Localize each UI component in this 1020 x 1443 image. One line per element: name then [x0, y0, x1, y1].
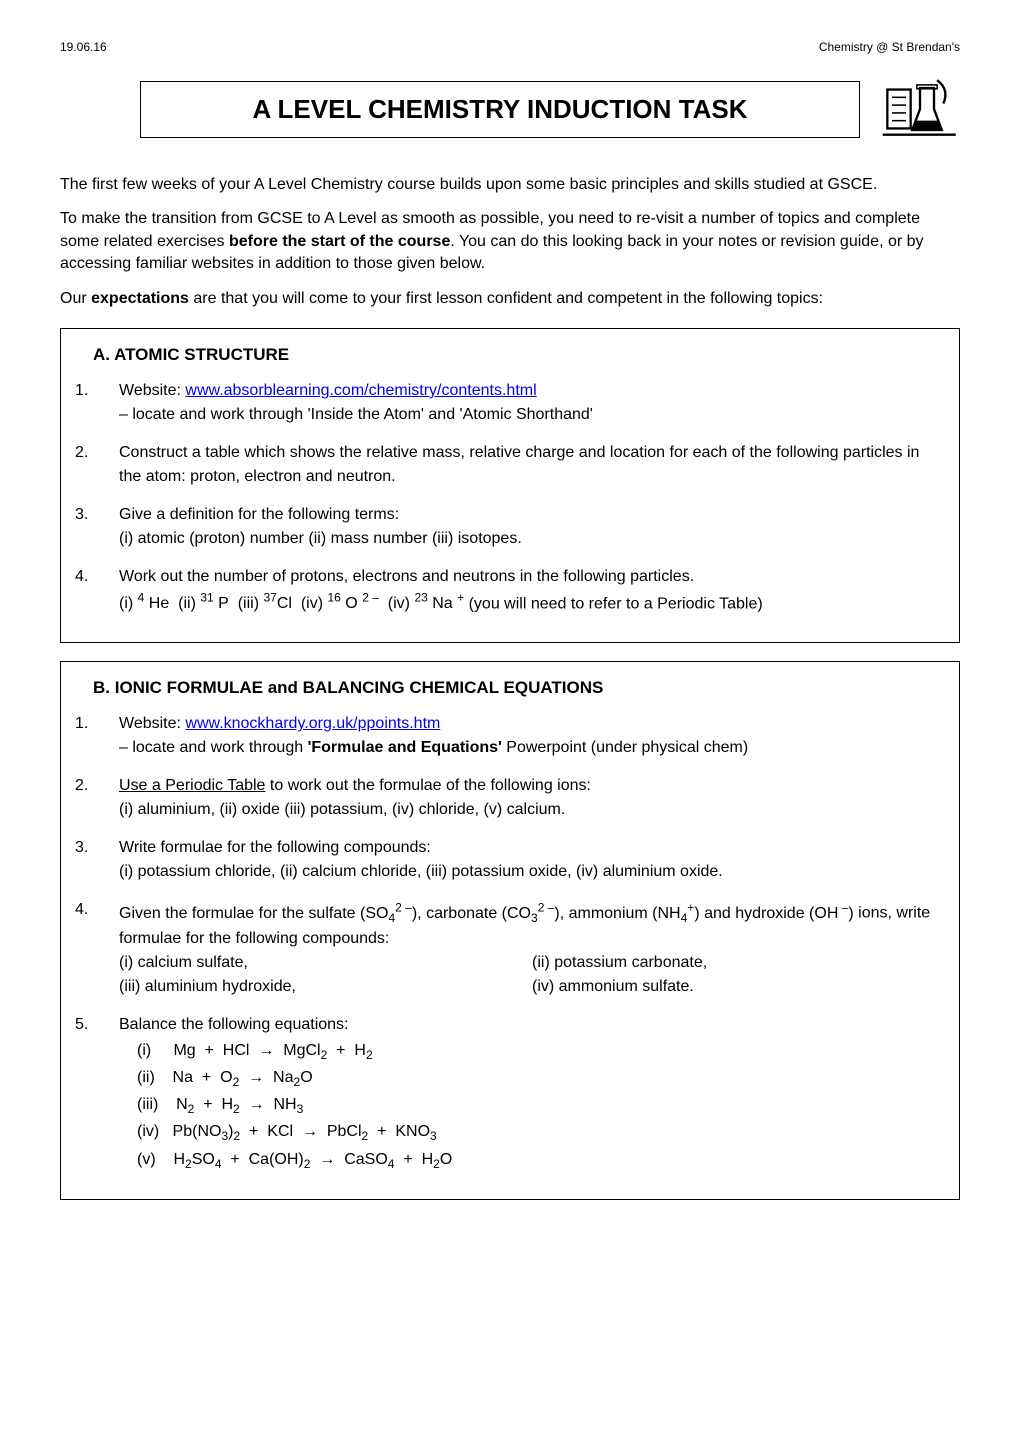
page-header: 19.06.16 Chemistry @ St Brendan's — [60, 40, 960, 54]
eq-iv: (iv) Pb(NO3)2 + KCl → PbCl2 + KNO3 — [137, 1120, 945, 1145]
intro-section: The first few weeks of your A Level Chem… — [60, 174, 960, 310]
eq-i: (i) Mg + HCl → MgCl2 + H2 — [137, 1039, 945, 1064]
a-q3: Give a definition for the following term… — [75, 503, 945, 551]
school-text: Chemistry @ St Brendan's — [819, 40, 960, 54]
b-q4: Given the formulae for the sulfate (SO42… — [75, 898, 945, 999]
title-row: A LEVEL CHEMISTRY INDUCTION TASK — [60, 74, 960, 144]
section-b-list: Website: www.knockhardy.org.uk/ppoints.h… — [75, 712, 945, 1172]
intro-p2: To make the transition from GCSE to A Le… — [60, 208, 960, 275]
b-q4-options2: (iii) aluminium hydroxide, (iv) ammonium… — [119, 975, 945, 999]
chemistry-icon — [880, 74, 960, 144]
b-q5: Balance the following equations: (i) Mg … — [75, 1013, 945, 1173]
page-title: A LEVEL CHEMISTRY INDUCTION TASK — [140, 81, 860, 138]
eq-ii: (ii) Na + O2 → Na2O — [137, 1066, 945, 1091]
absorblearning-link[interactable]: www.absorblearning.com/chemistry/content… — [185, 382, 536, 399]
b-q4-line1: Given the formulae for the sulfate (SO42… — [119, 905, 858, 922]
knockhardy-link[interactable]: www.knockhardy.org.uk/ppoints.htm — [185, 715, 440, 732]
eq-v: (v) H2SO4 + Ca(OH)2 → CaSO4 + H2O — [137, 1148, 945, 1173]
intro-p3: Our expectations are that you will come … — [60, 288, 960, 310]
a-q4-formulae: (i) 4 He (ii) 31 P (iii) 37Cl (iv) 16 O … — [119, 595, 464, 612]
section-a-heading: A. ATOMIC STRUCTURE — [93, 345, 945, 365]
a-q2: Construct a table which shows the relati… — [75, 441, 945, 489]
a-q1: Website: www.absorblearning.com/chemistr… — [75, 379, 945, 427]
b-q3: Write formulae for the following compoun… — [75, 836, 945, 884]
b-q1: Website: www.knockhardy.org.uk/ppoints.h… — [75, 712, 945, 760]
b-q4-options: (i) calcium sulfate, (ii) potassium carb… — [119, 951, 945, 975]
eq-iii: (iii) N2 + H2 → NH3 — [137, 1093, 945, 1118]
section-b-heading: B. IONIC FORMULAE and BALANCING CHEMICAL… — [93, 678, 945, 698]
date-text: 19.06.16 — [60, 40, 107, 54]
b-q2: Use a Periodic Table to work out the for… — [75, 774, 945, 822]
a-q4: Work out the number of protons, electron… — [75, 565, 945, 616]
section-b: B. IONIC FORMULAE and BALANCING CHEMICAL… — [60, 661, 960, 1199]
section-a: A. ATOMIC STRUCTURE Website: www.absorbl… — [60, 328, 960, 643]
intro-p1: The first few weeks of your A Level Chem… — [60, 174, 960, 196]
equation-list: (i) Mg + HCl → MgCl2 + H2 (ii) Na + O2 →… — [119, 1039, 945, 1173]
section-a-list: Website: www.absorblearning.com/chemistr… — [75, 379, 945, 616]
